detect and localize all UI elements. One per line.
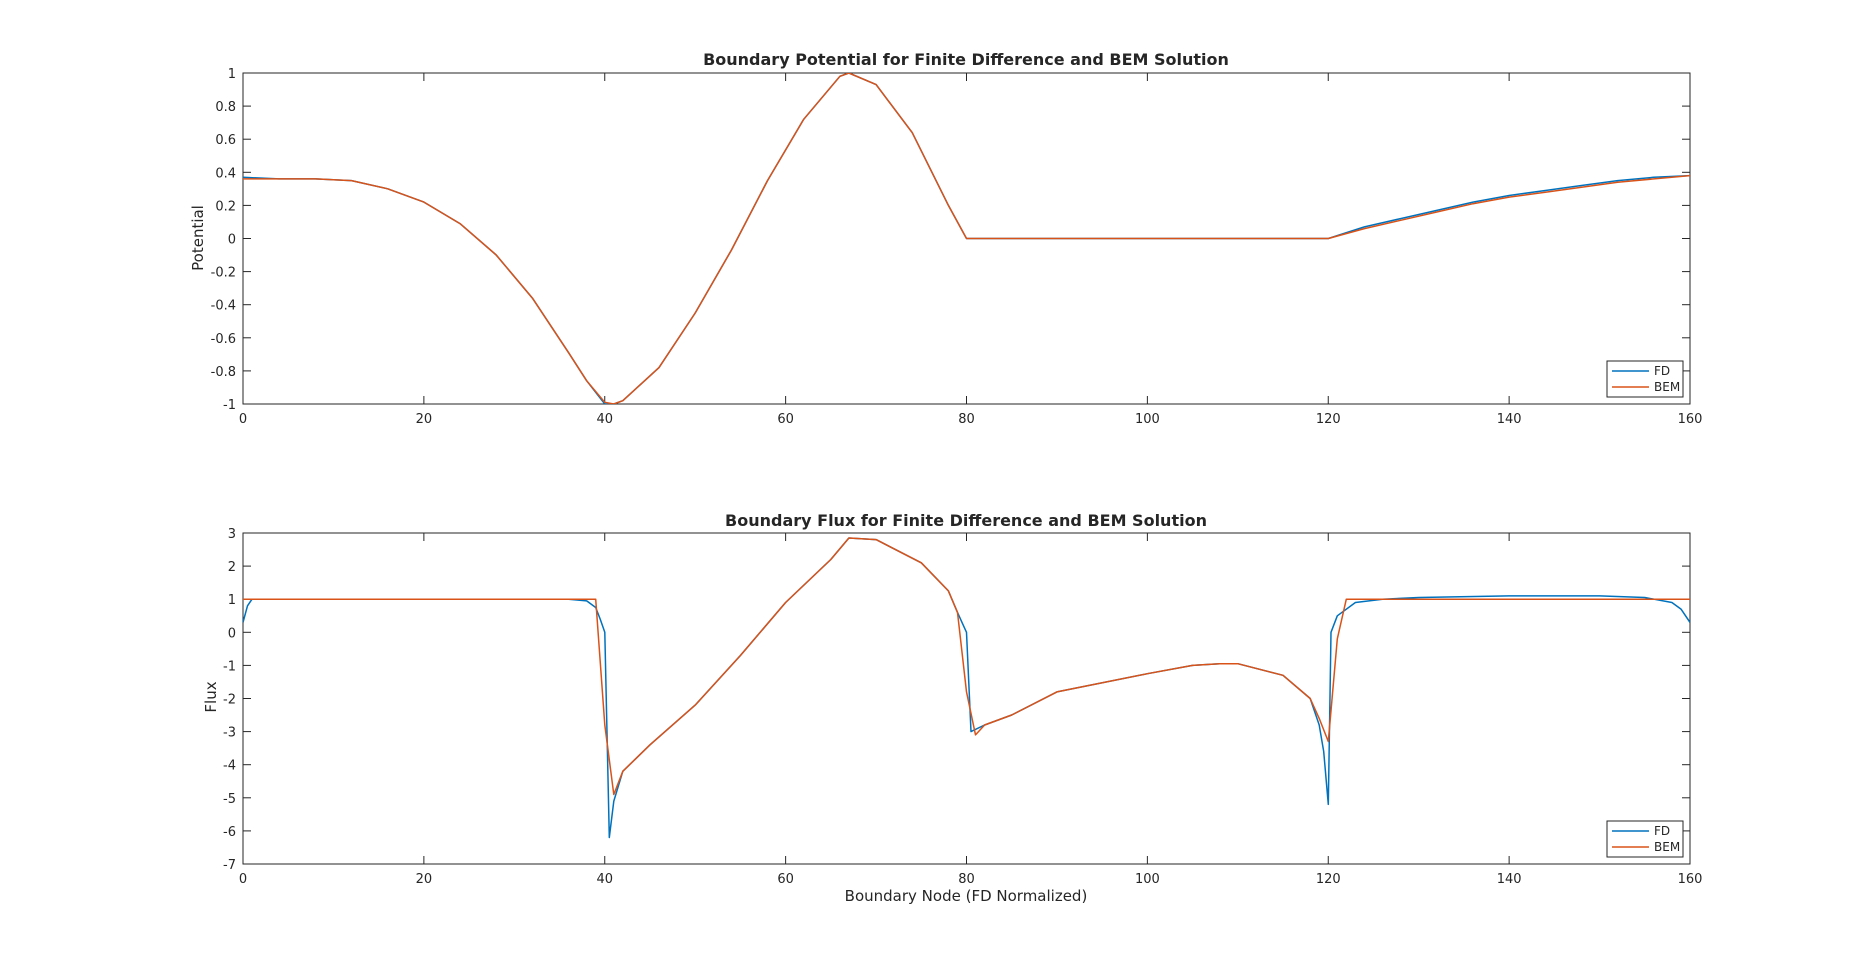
flux-xtick-label: 100 xyxy=(1135,872,1160,887)
flux-ytick-label: 3 xyxy=(228,527,236,542)
flux-ytick-label: -6 xyxy=(223,825,236,840)
potential-xtick-label: 20 xyxy=(416,412,433,427)
potential-ytick-label: 0.2 xyxy=(215,199,236,214)
potential-ytick-label: 1 xyxy=(228,67,236,82)
potential-chart: Boundary Potential for Finite Difference… xyxy=(189,50,1702,427)
flux-xtick-label: 80 xyxy=(958,872,975,887)
potential-ytick-label: 0.4 xyxy=(215,166,236,181)
flux-xtick-label: 20 xyxy=(416,872,433,887)
potential-xtick-label: 40 xyxy=(596,412,613,427)
flux-chart-ylabel: Flux xyxy=(202,681,220,712)
flux-xtick-label: 140 xyxy=(1497,872,1522,887)
flux-legend-label-bem: BEM xyxy=(1654,840,1680,854)
potential-legend-label-bem: BEM xyxy=(1654,380,1680,394)
flux-legend: FD BEM xyxy=(1606,820,1684,858)
potential-chart-title: Boundary Potential for Finite Difference… xyxy=(703,50,1229,69)
flux-ytick-label: -5 xyxy=(223,792,236,807)
flux-series-fd-line xyxy=(243,537,1690,839)
potential-ytick-label: -0.4 xyxy=(211,299,236,314)
potential-ytick-label: 0.6 xyxy=(215,133,236,148)
flux-ytick-label: -2 xyxy=(223,693,236,708)
flux-xtick-label: 0 xyxy=(239,872,247,887)
flux-ytick-label: -3 xyxy=(223,726,236,741)
potential-ytick-label: 0.8 xyxy=(215,100,236,115)
flux-xtick-label: 40 xyxy=(596,872,613,887)
potential-ytick-label: -0.8 xyxy=(211,365,236,380)
flux-chart-title: Boundary Flux for Finite Difference and … xyxy=(725,511,1207,530)
flux-legend-box xyxy=(1606,820,1684,858)
flux-axes-box xyxy=(242,532,1691,865)
potential-series-bem-line xyxy=(243,73,1690,404)
potential-ytick-label: -0.2 xyxy=(211,266,236,281)
flux-series-bem-line xyxy=(243,537,1690,796)
flux-xtick-label: 60 xyxy=(777,872,794,887)
potential-ytick-label: -1 xyxy=(223,398,236,413)
flux-ytick-label: 2 xyxy=(228,560,236,575)
potential-xtick-label: 100 xyxy=(1135,412,1160,427)
potential-legend: FD BEM xyxy=(1606,360,1684,398)
flux-ytick-label: -7 xyxy=(223,858,236,873)
potential-ytick-label: 0 xyxy=(228,233,236,248)
potential-xtick-label: 120 xyxy=(1316,412,1341,427)
flux-xtick-label: 160 xyxy=(1678,872,1703,887)
flux-chart: Boundary Flux for Finite Difference and … xyxy=(202,511,1702,905)
potential-legend-box xyxy=(1606,360,1684,398)
potential-ytick-label: -0.6 xyxy=(211,332,236,347)
flux-ytick-label: 0 xyxy=(228,626,236,641)
potential-xtick-label: 140 xyxy=(1497,412,1522,427)
potential-legend-label-fd: FD xyxy=(1654,364,1670,378)
flux-ytick-label: -4 xyxy=(223,759,236,774)
potential-xtick-label: 0 xyxy=(239,412,247,427)
flux-legend-label-fd: FD xyxy=(1654,824,1670,838)
flux-ytick-label: -1 xyxy=(223,659,236,674)
potential-chart-ylabel: Potential xyxy=(189,205,207,271)
potential-xtick-label: 60 xyxy=(777,412,794,427)
potential-xtick-label: 160 xyxy=(1678,412,1703,427)
flux-chart-xlabel: Boundary Node (FD Normalized) xyxy=(845,887,1088,905)
flux-ytick-label: 1 xyxy=(228,593,236,608)
flux-xtick-label: 120 xyxy=(1316,872,1341,887)
potential-xtick-label: 80 xyxy=(958,412,975,427)
